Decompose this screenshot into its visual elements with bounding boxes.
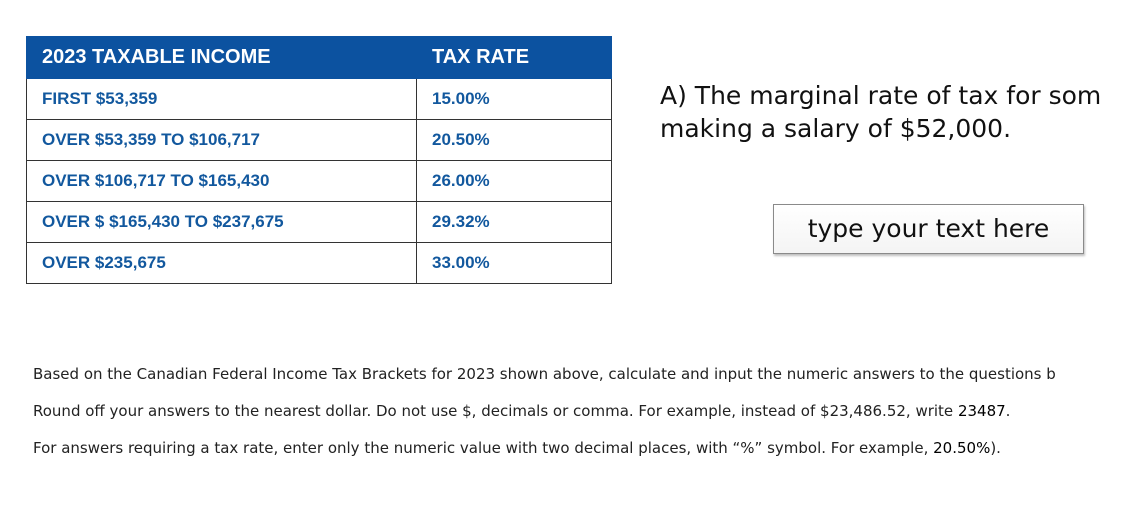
table-row: FIRST $53,359 15.00% [26,78,612,120]
tax-rate-cell: 33.00% [416,242,612,284]
question-line-1: A) The marginal rate of tax for som [660,81,1102,110]
instruction-line-2-end: . [1005,402,1011,420]
instruction-line-1: Based on the Canadian Federal Income Tax… [33,365,1056,383]
instruction-line-3: For answers requiring a tax rate, enter … [33,438,1125,475]
instruction-line-2: Round off your answers to the nearest do… [33,401,1125,438]
header-tax-rate: TAX RATE [416,36,612,79]
instruction-line-3-text: For answers requiring a tax rate, enter … [33,439,934,457]
table-row: OVER $106,717 TO $165,430 26.00% [26,160,612,202]
tax-bracket-table: 2023 TAXABLE INCOME TAX RATE FIRST $53,3… [26,36,612,284]
question-a-text: A) The marginal rate of tax for som maki… [660,79,1125,145]
table-row: OVER $235,675 33.00% [26,242,612,284]
income-bracket-cell: FIRST $53,359 [26,78,417,120]
example-dollar-value: 23487 [957,402,1006,420]
income-bracket-cell: OVER $53,359 TO $106,717 [26,119,417,161]
question-line-2: making a salary of $52,000. [660,114,1012,143]
table-row: OVER $ $165,430 TO $237,675 29.32% [26,201,612,243]
income-bracket-cell: OVER $106,717 TO $165,430 [26,160,417,202]
answer-input[interactable]: type your text here [773,204,1084,254]
instruction-line-3-end: ). [990,439,1001,457]
instruction-line-2-text: Round off your answers to the nearest do… [33,402,958,420]
table-header-row: 2023 TAXABLE INCOME TAX RATE [26,36,612,79]
tax-rate-cell: 15.00% [416,78,612,120]
tax-rate-cell: 20.50% [416,119,612,161]
tax-rate-cell: 29.32% [416,201,612,243]
table-row: OVER $53,359 TO $106,717 20.50% [26,119,612,161]
instructions-block: Based on the Canadian Federal Income Tax… [33,364,1125,475]
income-bracket-cell: OVER $235,675 [26,242,417,284]
example-rate-value: 20.50% [933,439,991,457]
income-bracket-cell: OVER $ $165,430 TO $237,675 [26,201,417,243]
tax-rate-cell: 26.00% [416,160,612,202]
header-taxable-income: 2023 TAXABLE INCOME [26,36,417,79]
